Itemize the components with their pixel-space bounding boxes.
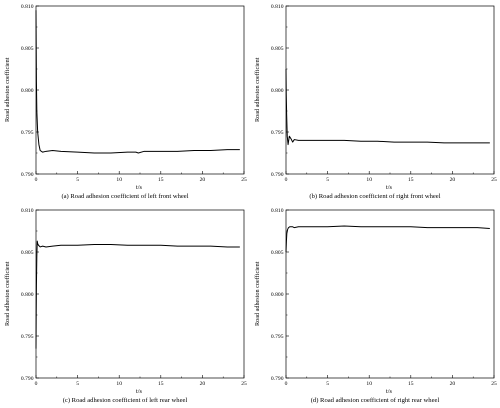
x-tick-label: 20: [450, 177, 456, 183]
series-line: [285, 225, 490, 253]
y-tick-label: 0.790: [271, 172, 284, 178]
x-tick-label: 25: [491, 177, 497, 183]
y-tick-label: 0.795: [271, 130, 284, 136]
x-tick-label: 0: [285, 177, 288, 183]
plot-frame: [285, 209, 495, 379]
series-line: [35, 10, 240, 154]
chart-svg: 0 5 10 15 20 25 0.790 0.795 0.800 0.805 0.810: [21, 4, 247, 183]
x-tick-label: 25: [491, 381, 497, 387]
x-tick-label: 20: [200, 381, 206, 387]
x-tick-label: 0: [285, 381, 288, 387]
x-tick-label: 5: [76, 177, 79, 183]
y-tick-label: 0.810: [21, 208, 34, 214]
y-tick-label: 0.805: [21, 250, 34, 256]
plot-frame: [35, 209, 245, 379]
y-tick-label: 0.805: [21, 46, 34, 52]
chart-svg: 0 5 10 15 20 25 0.790 0.795 0.800 0.805 0.810: [271, 4, 497, 183]
chart-svg: 0 5 10 15 20 25 0.790 0.795 0.800 0.805 0.810: [21, 208, 247, 387]
y-tick-label: 0.805: [271, 46, 284, 52]
y-tick-label: 0.810: [21, 4, 34, 10]
y-tick-label: 0.795: [21, 334, 34, 340]
chart-caption: (c) Road adhesion coefficient of left re…: [62, 397, 188, 404]
y-tick-label: 0.805: [271, 250, 284, 256]
chart-panel-b: Road adhesion coefficient 0 5 10 15 20 25 0.79…: [250, 0, 500, 204]
x-axis-label: t/s: [136, 388, 142, 395]
y-tick-label: 0.790: [21, 376, 34, 382]
x-axis-label: t/s: [386, 388, 392, 395]
x-tick-label: 0: [35, 177, 38, 183]
x-tick-label: 25: [241, 177, 247, 183]
chart-caption: (a) Road adhesion coefficient of left fr…: [61, 193, 189, 200]
y-tick-label: 0.790: [21, 172, 34, 178]
chart-panel-a: Road adhesion coefficient 0 5 10 15 20 25 0.79…: [0, 0, 250, 204]
series-line: [285, 68, 490, 146]
x-tick-label: 15: [408, 177, 414, 183]
chart-caption: (b) Road adhesion coefficient of right f…: [309, 193, 441, 200]
x-tick-label: 10: [366, 177, 372, 183]
chart-panel-c: Road adhesion coefficient 0 5 10 15 20 25 0.79…: [0, 204, 250, 408]
y-tick-label: 0.795: [271, 334, 284, 340]
x-tick-label: 20: [450, 381, 456, 387]
x-tick-label: 0: [35, 381, 38, 387]
y-tick-label: 0.800: [21, 292, 34, 298]
x-tick-label: 20: [200, 177, 206, 183]
y-tick-label: 0.795: [21, 130, 34, 136]
x-tick-label: 25: [241, 381, 247, 387]
x-tick-label: 10: [366, 381, 372, 387]
x-tick-label: 10: [116, 381, 122, 387]
x-tick-label: 10: [116, 177, 122, 183]
x-tick-label: 15: [158, 381, 164, 387]
x-tick-label: 5: [326, 177, 329, 183]
chart-svg: 0 5 10 15 20 25 0.790 0.795 0.800 0.805 0.810: [271, 208, 497, 387]
y-tick-label: 0.790: [271, 376, 284, 382]
y-tick-label: 0.800: [271, 88, 284, 94]
x-axis-label: t/s: [136, 184, 142, 191]
x-axis-label: t/s: [386, 184, 392, 191]
x-tick-label: 5: [326, 381, 329, 387]
y-tick-label: 0.810: [271, 4, 284, 10]
y-tick-label: 0.800: [21, 88, 34, 94]
series-line: [35, 240, 240, 349]
y-tick-label: 0.800: [271, 292, 284, 298]
x-tick-label: 15: [158, 177, 164, 183]
plot-frame: [35, 5, 245, 175]
plot-frame: [285, 5, 495, 175]
x-tick-label: 15: [408, 381, 414, 387]
chart-caption: (d) Road adhesion coefficient of right r…: [310, 397, 440, 404]
y-tick-label: 0.810: [271, 208, 284, 214]
x-tick-label: 5: [76, 381, 79, 387]
chart-panel-d: Road adhesion coefficient 0 5 10 15 20 25 0.79…: [250, 204, 500, 408]
